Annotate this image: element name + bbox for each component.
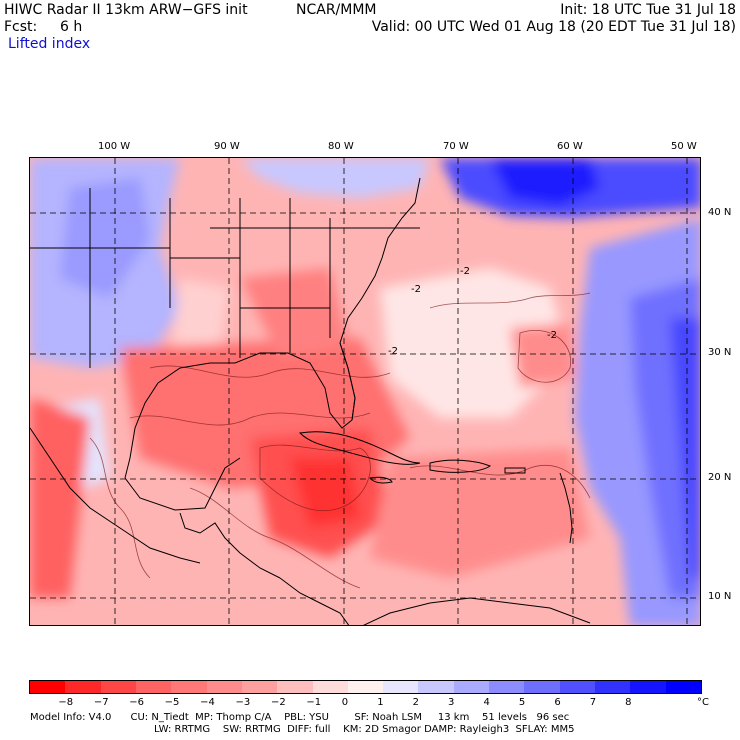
color-scale-label: 8 [625,697,632,708]
contour-label: -2 [411,284,421,295]
contour-label: -2 [460,266,470,277]
lat-tick-40n: 40 N [708,207,732,218]
color-scale-label: −4 [200,697,215,708]
color-scale-swatch [135,681,172,693]
color-scale-label: −2 [270,697,286,708]
lat-tick-20n: 20 N [708,472,732,483]
color-scale-swatch [30,681,66,693]
color-scale-label: 6 [554,697,561,708]
color-scale-swatch [65,681,101,693]
color-scale-label: 3 [448,697,455,708]
color-scale-swatch [665,681,701,693]
color-scale-label: −5 [164,697,180,708]
valid-time: Valid: 00 UTC Wed 01 Aug 18 (20 EDT Tue … [371,19,736,35]
lon-tick-80w: 80 W [328,141,354,152]
contour-label: -2 [547,330,557,341]
forecast-hour: 6 h [60,19,83,35]
color-scale-label: 0 [341,697,349,708]
color-scale-swatch [489,681,525,693]
lat-tick-10n: 10 N [708,591,732,602]
color-scale-label: −6 [129,697,144,708]
color-scale-swatch [100,681,136,693]
color-scale-label: −7 [93,697,109,708]
color-scale-swatch [347,681,384,693]
model-info-line1: Model Info: V4.0 CU: N_Tiedt MP: Thomp C… [30,712,570,723]
map-canvas: -2 -2 -2 -2 [30,158,700,625]
color-scale-swatch [524,681,560,693]
color-scale-swatch [453,681,490,693]
color-scale-swatch [383,681,419,693]
color-scale-swatch [312,681,348,693]
color-scale-swatch [559,681,595,693]
lifted-index-map: -2 -2 -2 -2 [29,157,701,626]
init-time: Init: 18 UTC Tue 31 Jul 18 [560,2,736,18]
color-scale-swatch [241,681,278,693]
lon-tick-60w: 60 W [557,141,583,152]
lat-tick-30n: 30 N [708,347,732,358]
lon-tick-90w: 90 W [214,141,240,152]
org-label: NCAR/MMM [296,2,377,18]
model-info-line2: LW: RRTMG SW: RRTMG DIFF: full KM: 2D Sm… [154,724,575,735]
lon-tick-100w: 100 W [98,141,131,152]
color-scale-swatch [595,681,631,693]
color-scale-swatch [630,681,666,693]
lon-tick-50w: 50 W [671,141,697,152]
color-scale-unit: °C [697,697,709,708]
lat-lon-grid [30,158,700,625]
color-scale-label: 5 [518,697,526,708]
contour-label: -2 [388,346,398,357]
color-scale-swatch [171,681,207,693]
color-scale-swatch [206,681,242,693]
color-scale-swatch [418,681,454,693]
color-scale-label: 1 [377,697,384,708]
color-scale-label: −1 [306,697,322,708]
forecast-label: Fcst: [4,19,38,35]
color-scale-label: −3 [235,697,251,708]
color-scale-label: 7 [589,697,597,708]
model-title: HIWC Radar II 13km ARW−GFS init [4,2,248,18]
color-scale-label: 2 [412,697,419,708]
field-name: Lifted index [8,36,91,52]
coastlines [30,177,591,625]
color-scale-bar [29,680,702,694]
color-scale-label: 4 [483,697,490,708]
color-scale-label: −8 [58,697,74,708]
color-scale-swatch [277,681,313,693]
lon-tick-70w: 70 W [443,141,469,152]
